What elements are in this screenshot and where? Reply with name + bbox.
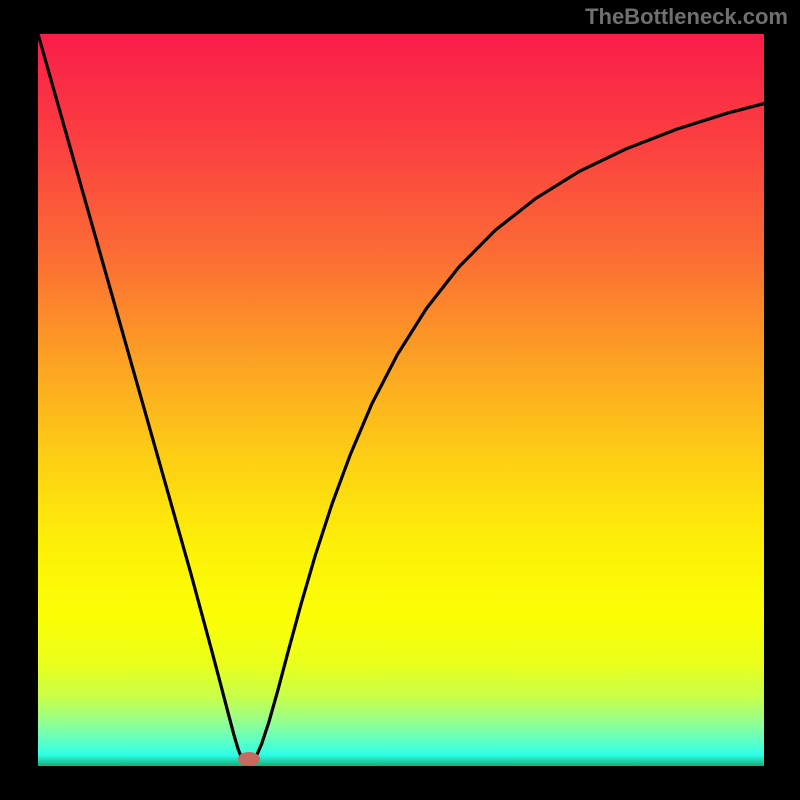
plot-area: [38, 34, 764, 766]
optimum-marker: [238, 752, 260, 766]
curve-svg: [38, 34, 764, 766]
plot-outer-frame: [0, 0, 800, 800]
watermark-text: TheBottleneck.com: [585, 4, 788, 30]
bottleneck-curve: [38, 34, 764, 765]
